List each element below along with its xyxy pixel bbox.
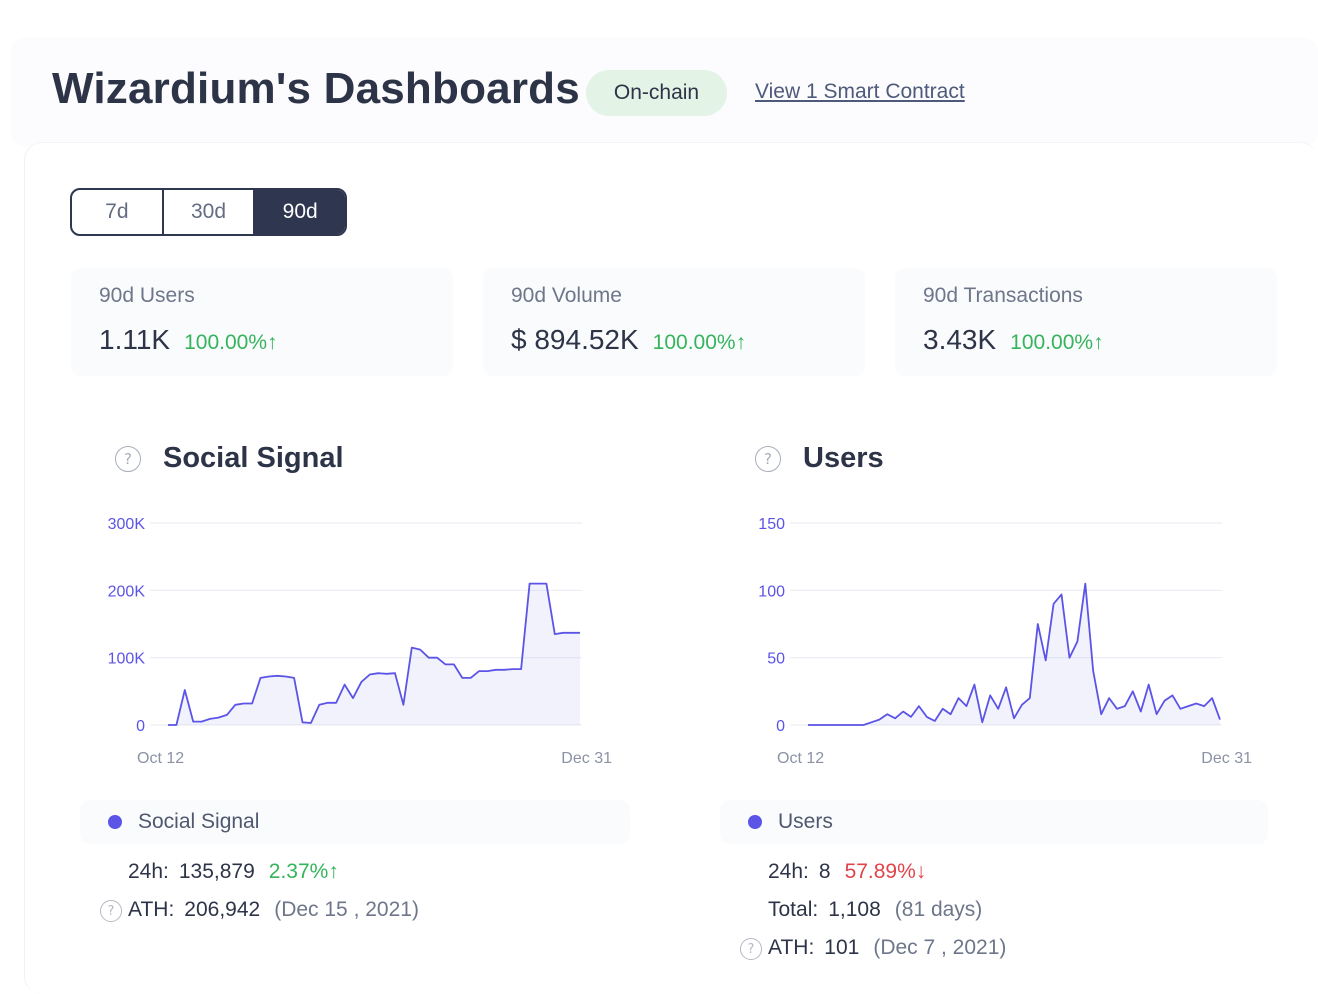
date-ath: (Dec 7 , 2021) [873, 936, 1007, 959]
page-title: Wizardium's Dashboards [52, 64, 580, 113]
y-tick-label: 0 [136, 718, 145, 735]
x-tick-label: Dec 31 [1201, 750, 1252, 767]
time-range-toggle: 7d 30d 90d [70, 188, 347, 236]
users-chart[interactable]: 0 50 100 150 Oct 12 Dec 31 [735, 505, 1260, 775]
users-title: ? Users [755, 442, 884, 475]
users-total-row: Total: 1,108 (81 days) [768, 898, 982, 922]
stat-change: 100.00%↑ [1010, 331, 1104, 354]
social-signal-chart[interactable]: 0 100K 200K 300K Oct 12 Dec 31 [95, 505, 620, 775]
value-total: 1,108 [828, 898, 881, 921]
y-tick-label: 300K [108, 516, 146, 533]
range-option-90d[interactable]: 90d [253, 190, 345, 234]
stat-label: 90d Volume [511, 284, 622, 307]
y-tick-label: 50 [767, 651, 785, 668]
series-line [808, 582, 1221, 726]
users-24h-row: 24h: 8 57.89%↓ [768, 860, 926, 884]
legend-dot [748, 815, 762, 829]
label-total: Total: [768, 898, 819, 921]
stat-card-transactions: 90d Transactions 3.43K 100.00%↑ [895, 268, 1277, 376]
question-circle-icon[interactable]: ? [740, 938, 762, 960]
legend-dot [108, 815, 122, 829]
y-tick-label: 100 [758, 583, 785, 600]
section-title-label: Users [803, 442, 884, 474]
section-title-label: Social Signal [163, 442, 344, 474]
y-tick-label: 200K [108, 583, 146, 600]
label-ath: ATH: [128, 898, 175, 921]
value-24h: 8 [818, 860, 831, 883]
value-ath: 206,942 [184, 898, 261, 921]
change-24h: 2.37%↑ [268, 860, 339, 883]
social-24h-row: 24h: 135,879 2.37%↑ [128, 860, 339, 884]
stat-label: 90d Users [99, 284, 195, 307]
label-24h: 24h: [768, 860, 809, 883]
change-24h: 57.89%↓ [844, 860, 927, 883]
x-tick-label: Oct 12 [777, 750, 824, 767]
on-chain-badge: On-chain [586, 70, 727, 116]
range-option-7d[interactable]: 7d [105, 200, 129, 223]
stat-value: 3.43K [923, 324, 997, 355]
stat-change: 100.00%↑ [184, 331, 278, 354]
stat-card-volume: 90d Volume $ 894.52K 100.00%↑ [483, 268, 865, 376]
y-tick-label: 0 [776, 718, 785, 735]
x-tick-label: Dec 31 [561, 750, 612, 767]
view-smart-contract-link[interactable]: View 1 Smart Contract [755, 80, 965, 103]
label-24h: 24h: [128, 860, 169, 883]
stat-label: 90d Transactions [923, 284, 1083, 307]
y-tick-label: 150 [758, 516, 785, 533]
question-circle-icon[interactable]: ? [100, 900, 122, 922]
value-24h: 135,879 [178, 860, 255, 883]
x-tick-label: Oct 12 [137, 750, 184, 767]
users-ath-row: ATH: 101 (Dec 7 , 2021) [768, 936, 1006, 960]
question-circle-icon[interactable]: ? [755, 445, 781, 472]
social-ath-row: ATH: 206,942 (Dec 15 , 2021) [128, 898, 419, 922]
stat-card-users: 90d Users 1.11K 100.00%↑ [71, 268, 453, 376]
users-legend: Users [720, 800, 1268, 844]
legend-label: Users [778, 810, 833, 833]
y-tick-label: 100K [108, 651, 146, 668]
series-line [168, 582, 580, 726]
social-signal-legend: Social Signal [80, 800, 630, 844]
value-ath: 101 [824, 936, 860, 959]
stat-value: 1.11K [99, 324, 171, 355]
stat-change: 100.00%↑ [652, 331, 747, 354]
label-ath: ATH: [768, 936, 815, 959]
series-area [808, 583, 1220, 725]
range-option-30d[interactable]: 30d [161, 190, 254, 234]
legend-label: Social Signal [138, 810, 260, 833]
total-days: (81 days) [894, 898, 983, 921]
social-signal-title: ? Social Signal [115, 442, 344, 475]
date-ath: (Dec 15 , 2021) [274, 898, 419, 921]
series-area [168, 583, 580, 725]
stat-value: $ 894.52K [511, 324, 639, 355]
question-circle-icon[interactable]: ? [115, 445, 141, 472]
